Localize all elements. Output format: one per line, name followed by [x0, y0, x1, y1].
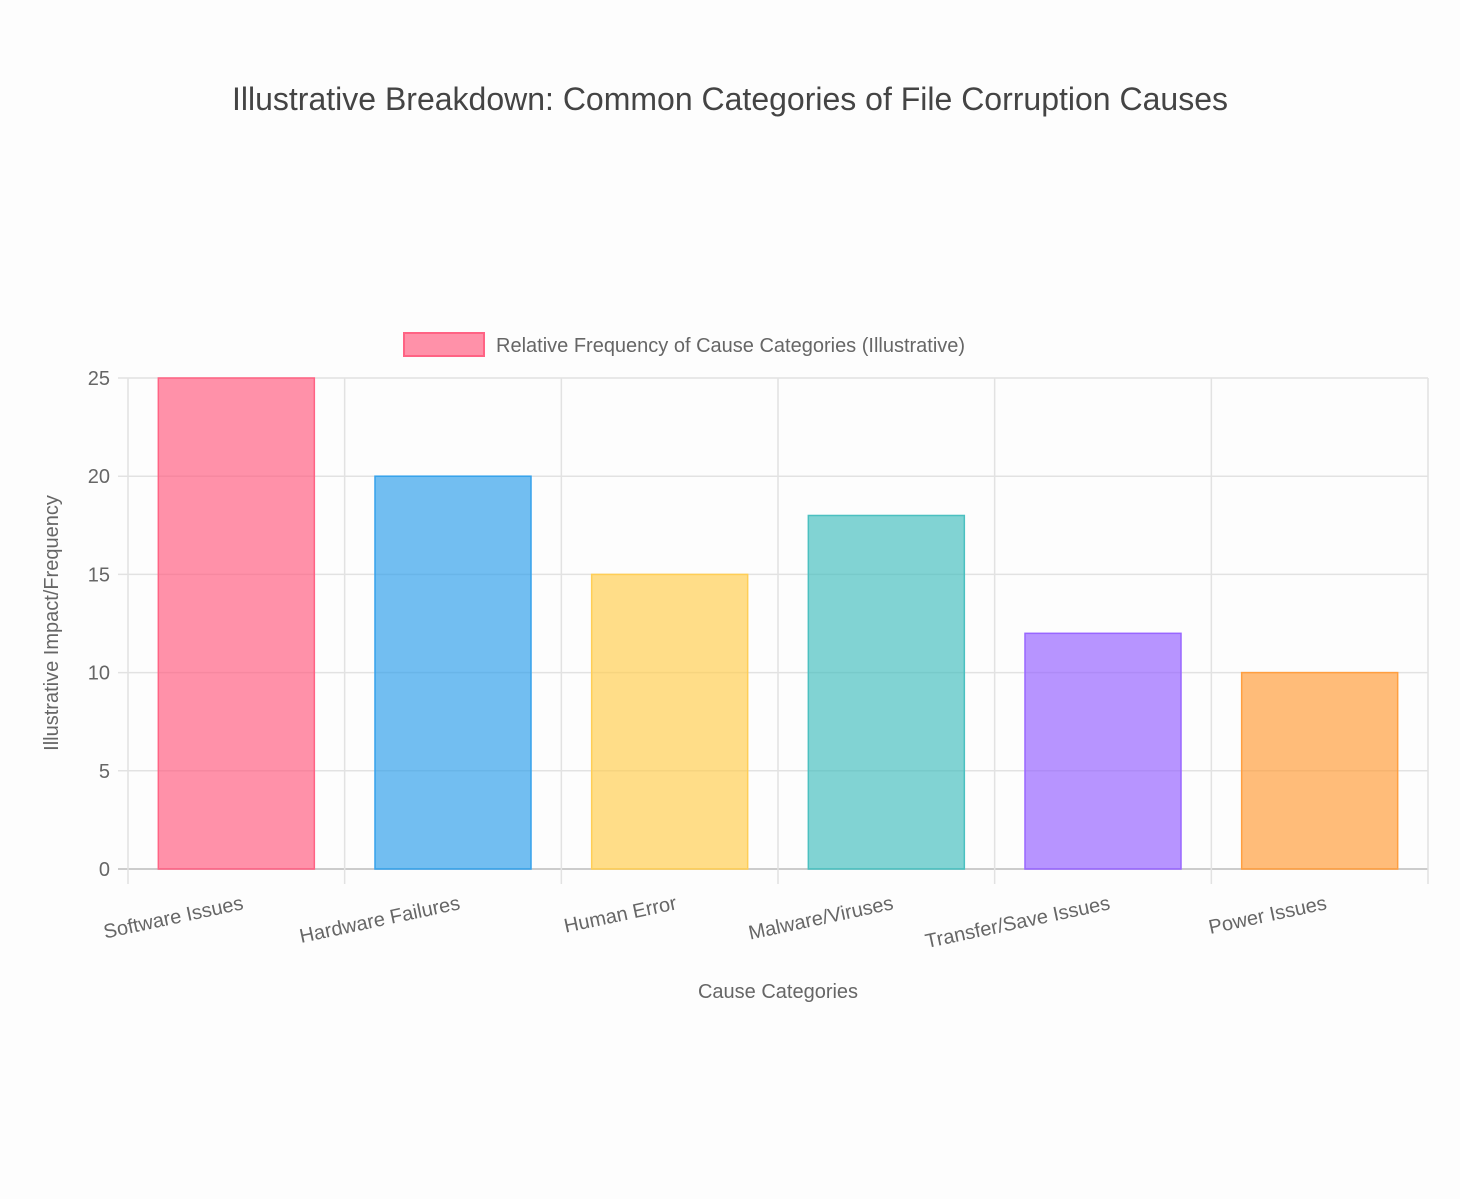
y-tick-label: 25	[88, 368, 110, 390]
y-tick-label: 10	[88, 663, 110, 685]
bar	[1024, 632, 1182, 870]
x-tick-label: Power Issues	[1207, 892, 1329, 938]
y-tick-label: 5	[99, 761, 110, 783]
x-tick-label: Malware/Viruses	[747, 892, 896, 944]
x-tick-label: Software Issues	[102, 892, 246, 943]
y-tick-label: 15	[88, 564, 110, 586]
legend-label: Relative Frequency of Cause Categories (…	[496, 335, 965, 357]
bar	[157, 377, 316, 870]
x-tick-label: Hardware Failures	[298, 892, 462, 947]
bar	[807, 514, 966, 870]
bar	[1240, 671, 1399, 870]
bar	[590, 573, 749, 870]
x-tick-label: Transfer/Save Issues	[923, 892, 1112, 953]
legend[interactable]: Relative Frequency of Cause Categories (…	[403, 332, 965, 357]
bar	[374, 475, 532, 870]
chart-title: Illustrative Breakdown: Common Categorie…	[232, 81, 1228, 117]
x-tick-label: Human Error	[562, 892, 679, 937]
y-tick-label: 20	[88, 466, 110, 488]
y-axis-label: Illustrative Impact/Frequency	[41, 495, 63, 751]
y-tick-label: 0	[99, 859, 110, 881]
legend-swatch	[403, 332, 485, 357]
x-axis-label: Cause Categories	[698, 981, 858, 1003]
